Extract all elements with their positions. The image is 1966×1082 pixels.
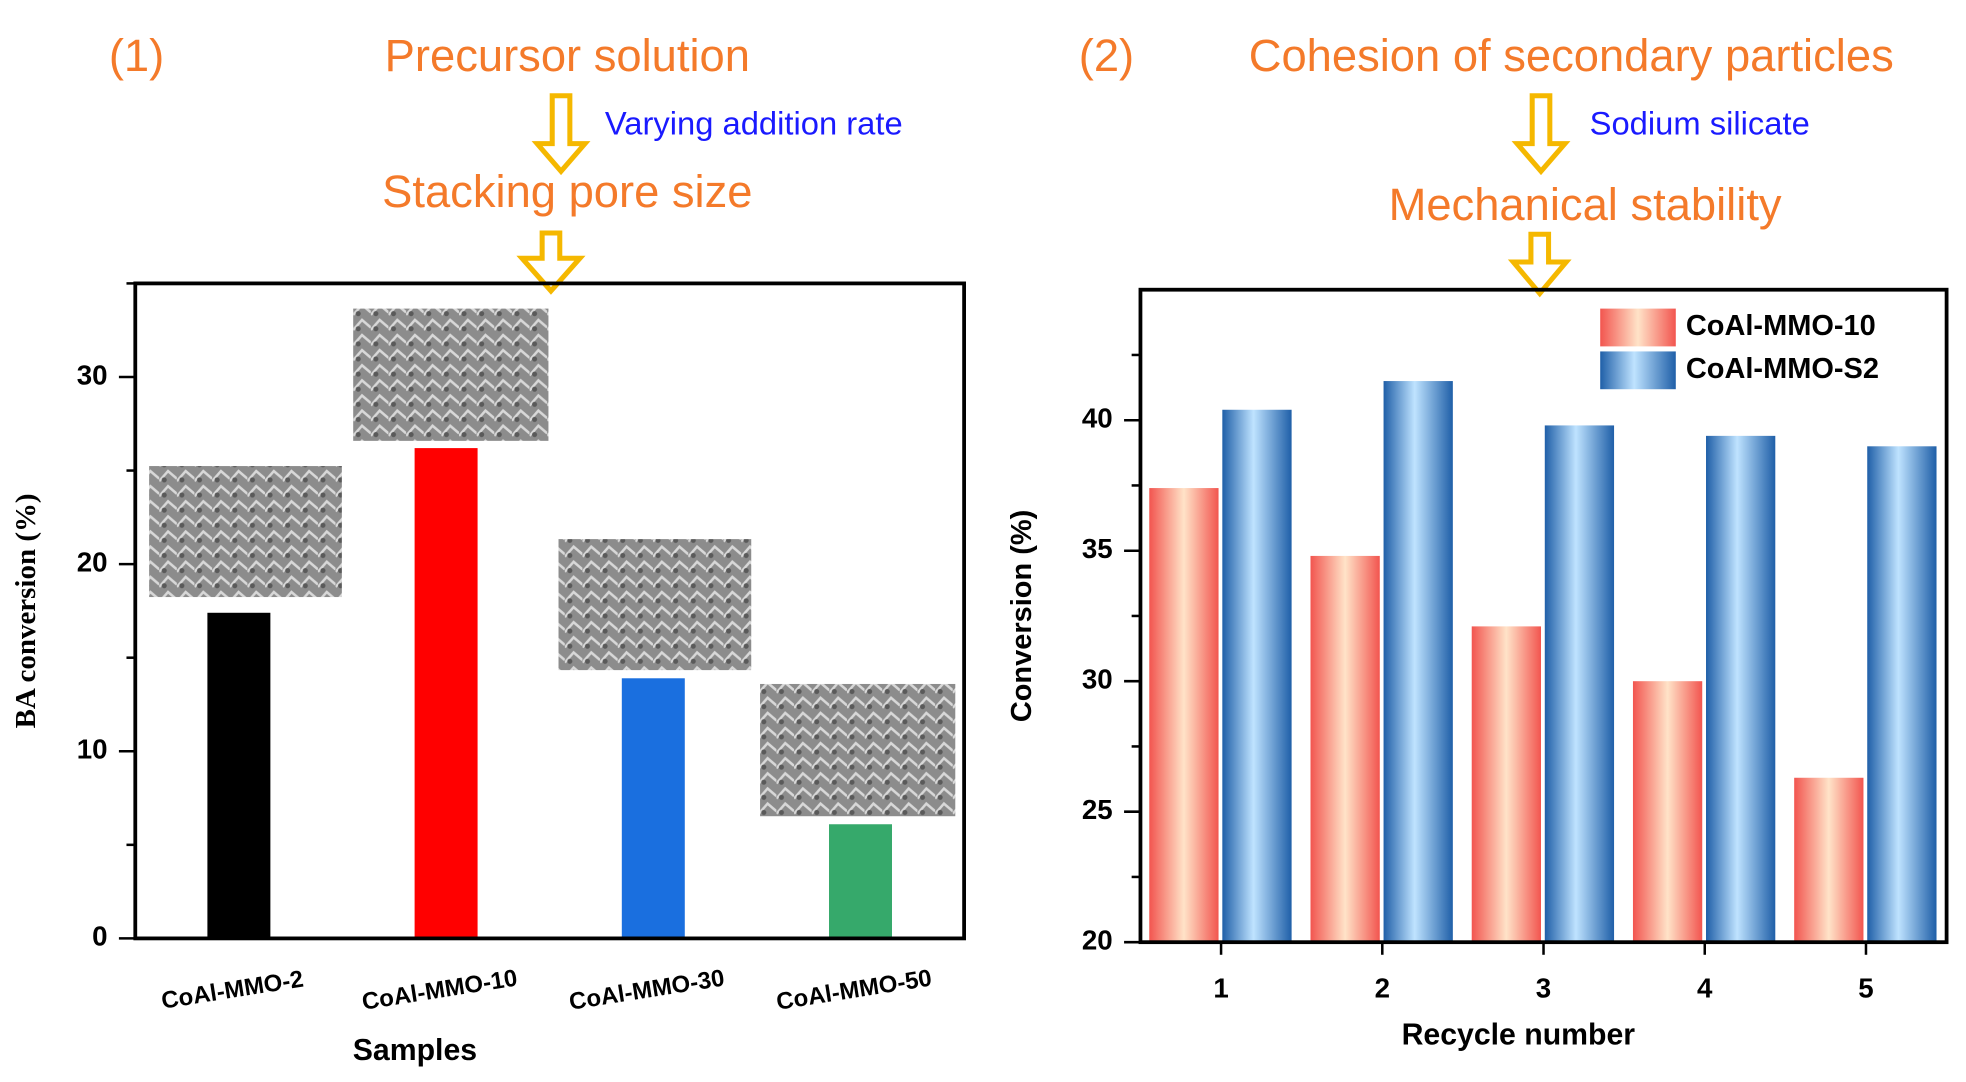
axes-frame [1138, 287, 1949, 945]
y-axis-label: BA conversion (%) [10, 493, 42, 728]
bar [1149, 488, 1219, 943]
legend-swatch [1600, 351, 1676, 390]
bar [1383, 381, 1453, 943]
bar [829, 824, 892, 939]
y-tick-label: 30 [77, 359, 108, 390]
x-tick-label: CoAl-MMO-50 [774, 965, 933, 1016]
y-tick-label: 0 [92, 921, 107, 952]
legend-label: CoAl-MMO-10 [1686, 310, 1876, 342]
y-tick-label: 25 [1082, 794, 1113, 825]
x-tick-label: 4 [1697, 972, 1713, 1003]
annotation: Sodium silicate [1590, 105, 1810, 142]
bar [1310, 555, 1380, 943]
y-axis-label: Conversion (%) [1006, 510, 1038, 722]
bar [1632, 681, 1703, 943]
annotation: Mechanical stability [1389, 179, 1782, 230]
annotation: Varying addition rate [605, 105, 903, 142]
x-tick-label: CoAl-MMO-10 [360, 965, 519, 1016]
bar [414, 448, 478, 939]
annotation: Precursor solution [385, 30, 750, 81]
y-tick-label: 20 [77, 546, 108, 577]
y-tick-label: 40 [1082, 403, 1113, 434]
annotation: Stacking pore size [382, 166, 752, 217]
x-tick-label: 2 [1375, 972, 1390, 1003]
sem-images [149, 308, 956, 817]
bar [207, 612, 271, 939]
annotation: (1) [109, 30, 164, 81]
bar [1794, 777, 1864, 943]
annotation: (2) [1079, 30, 1134, 81]
x-axis-label: Recycle number [1402, 1019, 1636, 1052]
bar [1544, 425, 1615, 943]
x-tick-label: 1 [1213, 972, 1228, 1003]
x-axis-label: Samples [353, 1034, 477, 1067]
bar [1706, 435, 1776, 943]
y-tick-label: 10 [77, 734, 108, 765]
x-tick-label: CoAl-MMO-30 [567, 965, 726, 1016]
x-tick-label: 5 [1858, 972, 1873, 1003]
axes-frame [133, 281, 966, 941]
y-tick-label: 35 [1082, 533, 1113, 564]
bar [1867, 446, 1937, 943]
bar [1222, 409, 1292, 943]
legend-swatch [1600, 308, 1676, 347]
bar [1471, 626, 1542, 943]
x-tick-label: 3 [1536, 972, 1551, 1003]
arrows [516, 93, 1572, 298]
x-tick-label: CoAl-MMO-2 [159, 966, 305, 1015]
annotation: Cohesion of secondary particles [1249, 30, 1894, 81]
y-tick-label: 30 [1082, 664, 1113, 695]
y-tick-label: 20 [1082, 924, 1113, 955]
bar [621, 678, 685, 939]
legend-label: CoAl-MMO-S2 [1686, 353, 1879, 385]
